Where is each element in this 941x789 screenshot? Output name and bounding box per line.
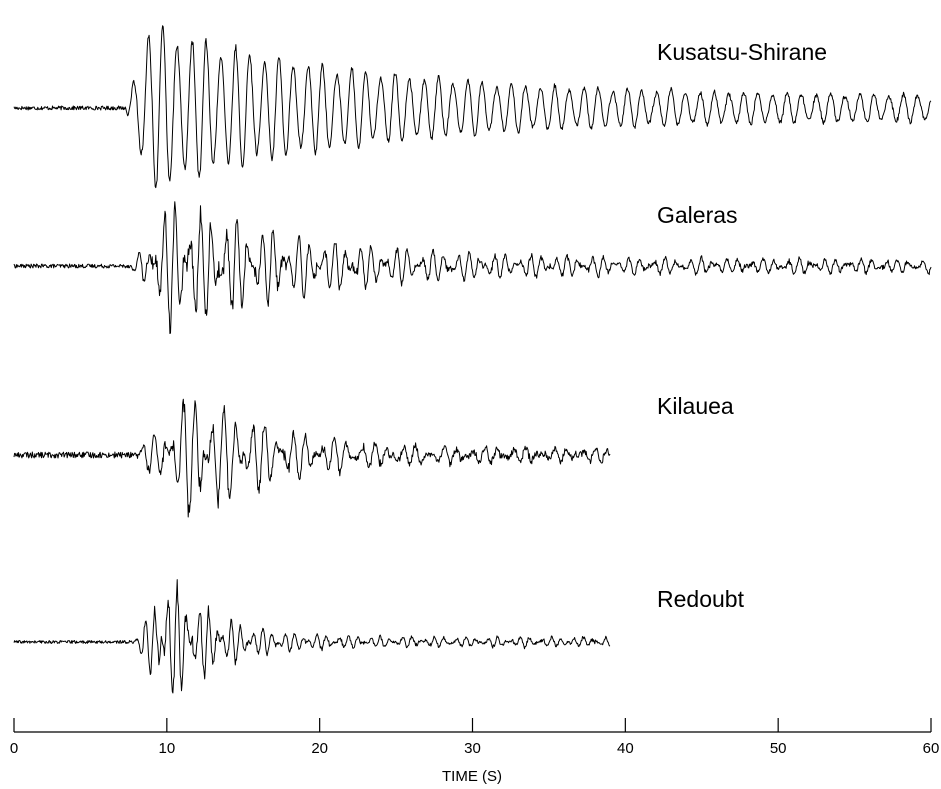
trace-kusatsu-shirane bbox=[13, 25, 932, 189]
x-tick-label: 10 bbox=[158, 740, 175, 757]
x-tick-label: 60 bbox=[923, 740, 940, 757]
trace-label: Kusatsu-Shirane bbox=[657, 39, 827, 65]
x-tick-label: 30 bbox=[464, 740, 481, 757]
x-axis-title: TIME (S) bbox=[442, 768, 502, 785]
x-tick-label: 20 bbox=[311, 740, 328, 757]
trace-labels-group: Kusatsu-Shirane Galeras Kilauea Redoubt bbox=[657, 39, 827, 612]
trace-label: Kilauea bbox=[657, 393, 734, 419]
traces-group bbox=[13, 25, 932, 694]
x-axis: 0 10 20 30 40 50 60 bbox=[10, 718, 940, 757]
trace-galeras bbox=[13, 201, 932, 334]
x-tick-label: 40 bbox=[617, 740, 634, 757]
x-tick-label: 50 bbox=[770, 740, 787, 757]
trace-label: Redoubt bbox=[657, 586, 745, 612]
trace-label: Galeras bbox=[657, 202, 738, 228]
trace-kilauea bbox=[13, 398, 611, 518]
x-tick-label: 0 bbox=[10, 740, 18, 757]
trace-redoubt bbox=[13, 579, 611, 694]
